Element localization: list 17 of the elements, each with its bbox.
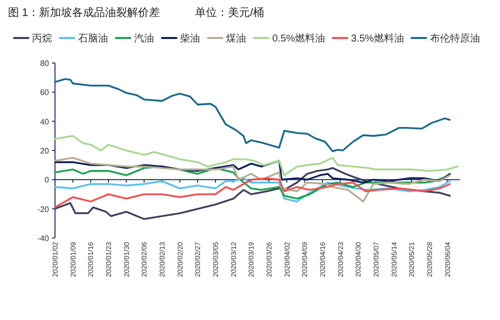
- legend-label: 3.5%燃料油: [351, 32, 404, 44]
- legend-label: 汽油: [134, 32, 154, 44]
- y-tick-label: 80: [40, 59, 50, 68]
- y-tick-label: -20: [37, 204, 50, 214]
- y-tick-label: 60: [40, 88, 50, 98]
- chart-title: 图 1：新加坡各成品油裂解价差: [8, 6, 160, 19]
- legend-label: 丙烷: [32, 32, 52, 44]
- legend-label: 柴油: [180, 32, 200, 44]
- y-tick-label: -40: [37, 234, 50, 243]
- legend-label: 煤油: [226, 32, 246, 44]
- y-tick-label: 0: [44, 176, 50, 185]
- y-tick-label: 40: [40, 117, 50, 126]
- chart-subtitle: 单位：美元/桶: [195, 6, 264, 19]
- legend-label: 0.5%燃料油: [272, 32, 325, 44]
- legend-label: 布伦特原油: [430, 32, 480, 44]
- legend-label: 石脑油: [78, 32, 108, 44]
- y-tick-label: 20: [40, 146, 50, 156]
